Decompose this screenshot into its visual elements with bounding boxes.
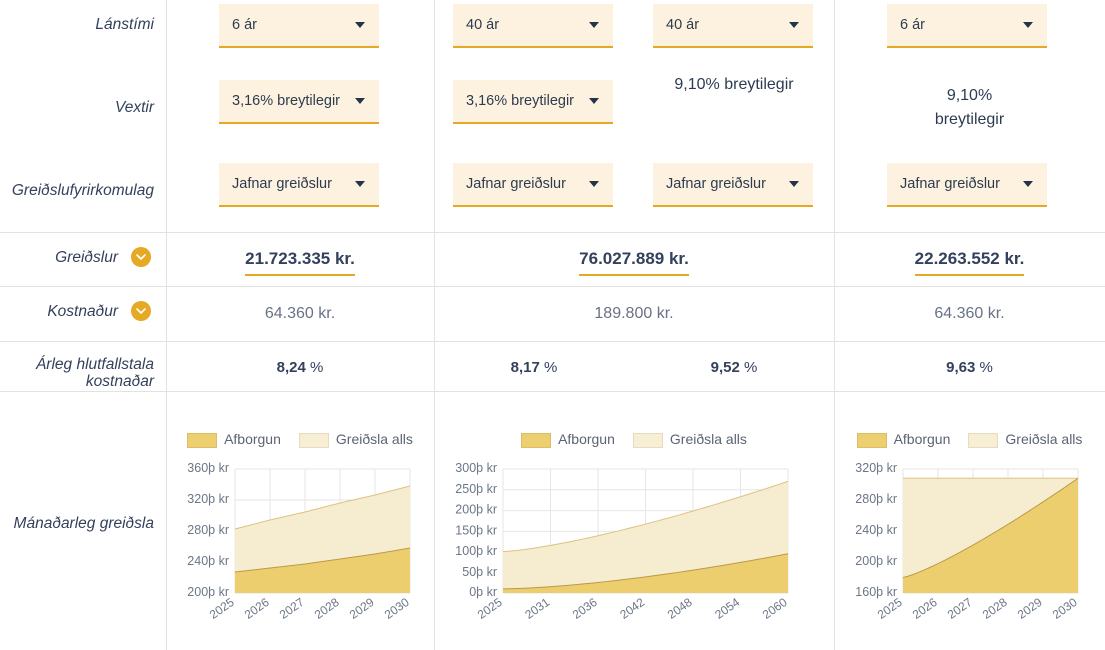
svg-text:320þ kr: 320þ kr (855, 461, 897, 475)
svg-text:50þ kr: 50þ kr (462, 565, 497, 579)
svg-text:100þ kr: 100þ kr (455, 544, 497, 558)
svg-text:200þ kr: 200þ kr (455, 503, 497, 517)
svg-text:2031: 2031 (522, 595, 552, 622)
svg-text:2027: 2027 (945, 595, 975, 622)
svg-text:2028: 2028 (312, 595, 342, 622)
svg-text:280þ kr: 280þ kr (855, 492, 897, 506)
svg-text:360þ kr: 360þ kr (187, 461, 229, 475)
svg-text:2060: 2060 (760, 595, 790, 622)
svg-text:2048: 2048 (665, 595, 695, 622)
svg-text:250þ kr: 250þ kr (455, 482, 497, 496)
svg-text:160þ kr: 160þ kr (855, 585, 897, 599)
svg-text:2042: 2042 (617, 595, 647, 622)
svg-text:200þ kr: 200þ kr (855, 554, 897, 568)
svg-text:2036: 2036 (570, 595, 600, 622)
svg-text:2030: 2030 (382, 595, 412, 622)
svg-text:2054: 2054 (712, 595, 742, 622)
svg-text:240þ kr: 240þ kr (855, 523, 897, 537)
svg-text:150þ kr: 150þ kr (455, 523, 497, 537)
svg-text:2030: 2030 (1050, 595, 1080, 622)
svg-text:200þ kr: 200þ kr (187, 585, 229, 599)
svg-text:2027: 2027 (277, 595, 307, 622)
svg-text:280þ kr: 280þ kr (187, 523, 229, 537)
svg-text:2029: 2029 (1015, 595, 1045, 622)
svg-text:240þ kr: 240þ kr (187, 554, 229, 568)
svg-text:2028: 2028 (980, 595, 1010, 622)
svg-text:2029: 2029 (347, 595, 377, 622)
svg-text:300þ kr: 300þ kr (455, 461, 497, 475)
svg-text:2026: 2026 (242, 595, 272, 622)
svg-text:2026: 2026 (910, 595, 940, 622)
svg-text:320þ kr: 320þ kr (187, 492, 229, 506)
